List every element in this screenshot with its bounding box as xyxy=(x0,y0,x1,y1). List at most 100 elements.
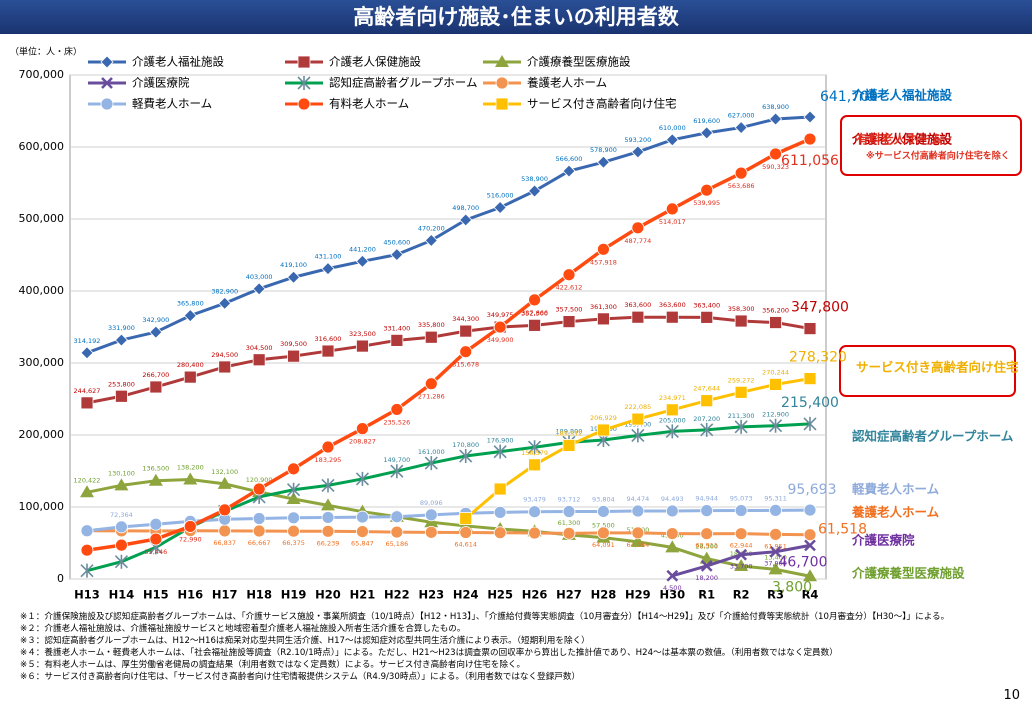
marker xyxy=(528,458,541,472)
marker xyxy=(287,524,300,538)
series-end-name: 介護老人福祉施設 xyxy=(851,88,953,103)
value-label: 93,479 xyxy=(523,496,546,504)
value-label: 619,600 xyxy=(693,117,720,125)
marker xyxy=(803,110,817,124)
value-label: 344,300 xyxy=(452,315,479,323)
value-label: 212,900 xyxy=(762,411,789,419)
marker xyxy=(769,316,782,329)
marker xyxy=(252,512,266,525)
value-label: 349,900 xyxy=(487,336,514,344)
x-tick-label: H19 xyxy=(281,588,307,602)
value-label: 335,800 xyxy=(418,321,445,329)
y-tick-label: 200,000 xyxy=(19,428,65,441)
marker xyxy=(597,526,610,540)
value-label: 450,600 xyxy=(383,239,410,247)
marker xyxy=(183,520,197,533)
value-label: 185,512 xyxy=(556,429,583,437)
value-label: 357,500 xyxy=(556,306,583,314)
marker xyxy=(803,322,817,335)
marker xyxy=(700,504,714,518)
value-label: 170,800 xyxy=(452,441,479,449)
highlight-box xyxy=(840,115,1022,176)
marker xyxy=(424,330,438,344)
value-label: 66,837 xyxy=(213,539,236,547)
series-line xyxy=(86,115,811,355)
value-label: 222,085 xyxy=(624,403,651,411)
value-label: 566,600 xyxy=(556,155,583,163)
value-label: 18,200 xyxy=(695,574,718,582)
marker xyxy=(390,510,404,524)
legend-label: 認知症高齢者グループホーム xyxy=(329,76,477,90)
marker xyxy=(700,126,714,140)
value-label: 4,500 xyxy=(663,584,682,592)
end-value-label: 611,056 xyxy=(781,153,839,169)
value-label: 356,200 xyxy=(762,307,789,315)
value-label: 94,944 xyxy=(695,495,718,503)
marker xyxy=(597,423,610,437)
marker xyxy=(321,478,335,493)
series-end-name: 介護療養型医療施設 xyxy=(851,566,965,581)
series-end-name: 養護老人ホーム xyxy=(851,505,940,520)
marker xyxy=(321,511,335,524)
value-label: 57,500 xyxy=(592,522,615,530)
y-tick-label: 500,000 xyxy=(19,212,65,225)
value-label: 538,900 xyxy=(521,175,548,183)
y-tick-label: 600,000 xyxy=(19,140,65,153)
value-label: 205,000 xyxy=(659,416,686,424)
value-label: 61,951 xyxy=(764,542,787,550)
marker xyxy=(803,416,817,431)
value-label: 441,200 xyxy=(349,245,376,253)
marker xyxy=(218,360,232,374)
marker xyxy=(700,527,714,541)
marker xyxy=(803,528,817,542)
marker xyxy=(355,254,369,268)
value-label: 363,400 xyxy=(693,301,720,309)
value-label: 253,800 xyxy=(108,380,135,388)
value-label: 161,000 xyxy=(418,448,445,456)
legend-label: 介護老人保健施設 xyxy=(329,55,421,69)
value-label: 309,500 xyxy=(280,340,307,348)
marker xyxy=(287,349,300,363)
value-label: 487,774 xyxy=(624,237,651,245)
marker xyxy=(356,510,369,524)
marker xyxy=(114,554,128,569)
marker xyxy=(287,462,300,476)
value-label: 189,800 xyxy=(556,427,583,435)
value-label: 207,200 xyxy=(693,415,720,423)
y-tick-label: 0 xyxy=(57,572,64,585)
marker xyxy=(700,183,714,197)
marker xyxy=(424,456,438,471)
marker xyxy=(149,325,163,339)
marker xyxy=(390,403,404,416)
marker xyxy=(287,270,301,284)
value-label: 33,700 xyxy=(730,563,753,571)
x-tick-label: H30 xyxy=(659,588,685,602)
series-line xyxy=(86,315,811,405)
marker xyxy=(665,202,679,216)
marker xyxy=(459,512,473,525)
value-label: 361,300 xyxy=(590,303,617,311)
marker xyxy=(80,524,94,538)
marker xyxy=(80,563,94,578)
marker xyxy=(665,310,679,324)
x-tick-label: H26 xyxy=(522,588,548,602)
footnote: ※１：介護保険施設及び認知症高齢者グループホームは、「介護サービス施設・事業所調… xyxy=(20,612,950,622)
x-tick-label: H14 xyxy=(109,588,135,602)
marker xyxy=(149,517,163,531)
x-tick-label: H29 xyxy=(625,588,651,602)
value-label: 315,678 xyxy=(452,361,479,369)
x-tick-label: H21 xyxy=(350,588,376,602)
value-label: 176,900 xyxy=(487,437,514,445)
marker xyxy=(769,418,783,433)
marker xyxy=(803,132,817,146)
marker xyxy=(252,482,266,496)
marker xyxy=(149,532,163,546)
marker xyxy=(699,551,714,564)
value-label: 234,971 xyxy=(659,394,686,402)
value-label: 514,017 xyxy=(659,218,686,226)
series-end-name: 有料老人ホーム xyxy=(856,132,944,147)
x-tick-label: H28 xyxy=(591,588,617,602)
value-label: 314,192 xyxy=(74,337,101,345)
marker xyxy=(562,164,576,178)
y-tick-label: 700,000 xyxy=(19,68,65,81)
